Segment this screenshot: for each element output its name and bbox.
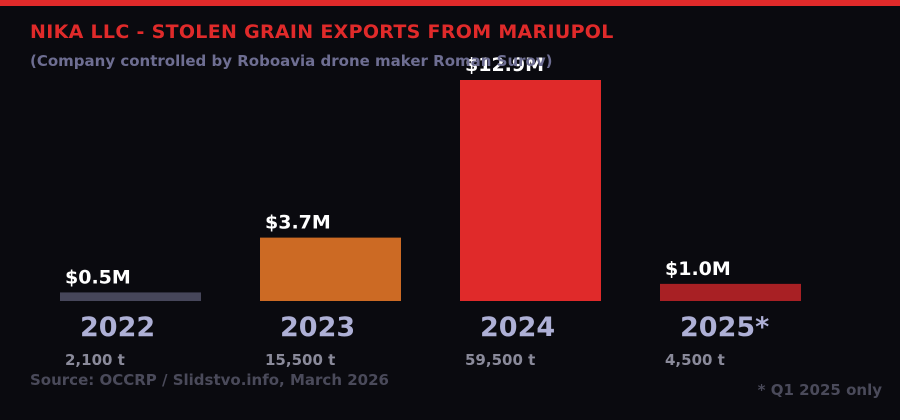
footnote: * Q1 2025 only	[757, 381, 882, 399]
bar-2025*	[660, 283, 801, 301]
category-label: 2022	[80, 312, 155, 343]
value-label: $1.0M	[665, 258, 731, 280]
tonnage-label: 4,500 t	[665, 351, 725, 369]
value-label: $0.5M	[65, 266, 131, 288]
bar-2023	[260, 237, 401, 301]
tonnage-label: 2,100 t	[65, 351, 125, 369]
chart-title: NIKA LLC - STOLEN GRAIN EXPORTS FROM MAR…	[30, 21, 614, 43]
value-label: $12.9M	[465, 54, 544, 76]
value-label: $3.7M	[265, 212, 331, 234]
chart-subtitle: (Company controlled by Roboavia drone ma…	[30, 52, 553, 70]
tonnage-label: 15,500 t	[265, 351, 335, 369]
source-note: Source: OCCRP / Slidstvo.info, March 202…	[30, 371, 389, 389]
bar-2024	[460, 80, 601, 301]
bar-2022	[60, 292, 201, 301]
category-label: 2024	[480, 312, 555, 343]
tonnage-label: 59,500 t	[465, 351, 535, 369]
category-label: 2023	[280, 312, 355, 343]
top-accent-bar	[0, 0, 900, 6]
category-label: 2025*	[680, 312, 769, 343]
